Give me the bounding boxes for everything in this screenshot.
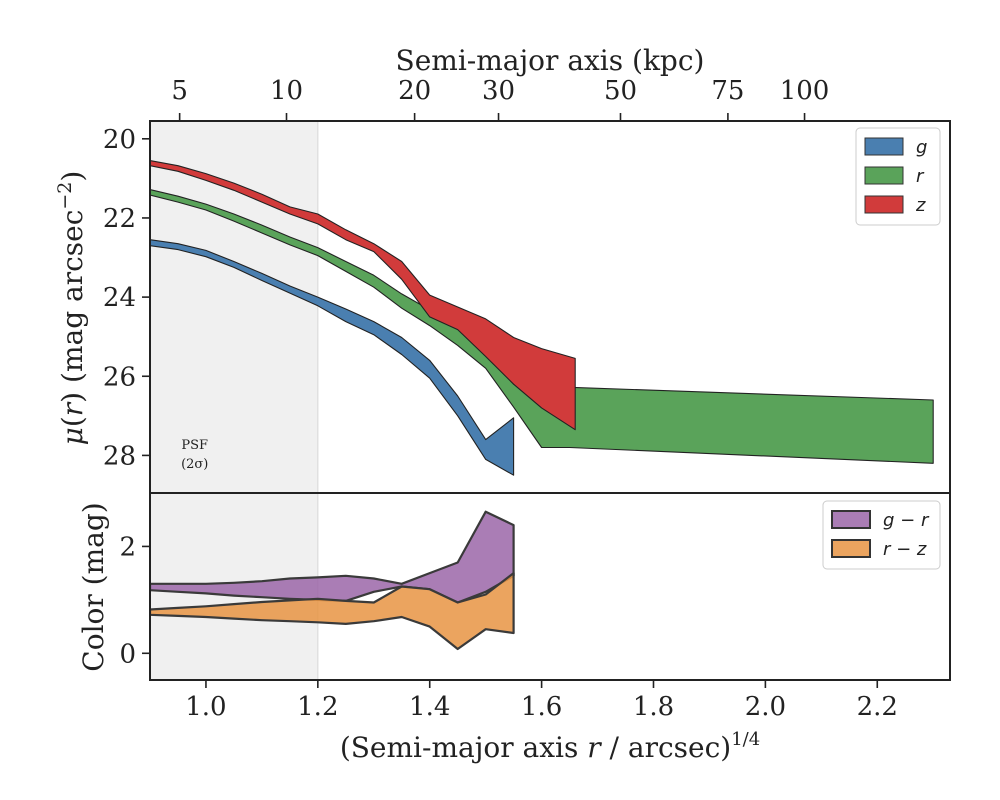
top-tick-label-50: 50 bbox=[604, 76, 637, 106]
top-tick-label-20: 20 bbox=[398, 76, 431, 106]
top-legend-swatch-1 bbox=[864, 166, 904, 185]
xlabel-post: / arcsec) bbox=[601, 731, 732, 764]
units-text: (mag arcsec bbox=[56, 210, 89, 392]
band-r bbox=[150, 188, 934, 464]
xlabel-pre: (Semi-major axis bbox=[340, 731, 587, 764]
top-tick-label-10: 10 bbox=[270, 76, 303, 106]
units-close: ) bbox=[56, 171, 89, 182]
top-legend-swatch-2 bbox=[864, 195, 904, 214]
bottom-y-axis-label: Color (mag) bbox=[77, 502, 110, 671]
y-tick-label-26: 26 bbox=[103, 362, 136, 392]
top-tick-label-100: 100 bbox=[780, 76, 830, 106]
x-tick-label-1.4: 1.4 bbox=[409, 692, 450, 722]
x-tick-label-1.8: 1.8 bbox=[633, 692, 674, 722]
x-tick-label-1.0: 1.0 bbox=[185, 692, 226, 722]
top-tick-label-75: 75 bbox=[711, 76, 744, 106]
bottom-panel-frame bbox=[149, 492, 951, 681]
top-legend-entry-2: z bbox=[915, 195, 926, 216]
bottom-x-axis-label: (Semi-major axis r / arcsec)1/4 bbox=[340, 729, 760, 764]
color-legend-swatch-1 bbox=[831, 539, 871, 558]
paren-close: ) bbox=[56, 392, 89, 403]
top-legend-swatch-0 bbox=[864, 137, 904, 156]
y-tick-label-28: 28 bbox=[103, 441, 136, 471]
y-tick-label-20: 20 bbox=[103, 125, 136, 155]
x-tick-label-1.6: 1.6 bbox=[521, 692, 562, 722]
color-y-tick-label-0: 0 bbox=[119, 639, 136, 669]
x-tick-label-2.0: 2.0 bbox=[745, 692, 786, 722]
color-legend-entry-0: g − r bbox=[883, 510, 930, 531]
bottom-panel-bands bbox=[150, 510, 515, 651]
paren-open: ( bbox=[56, 416, 89, 427]
top-panel-bands bbox=[150, 160, 934, 476]
x-tick-label-1.2: 1.2 bbox=[297, 692, 338, 722]
psf-sigma-label: (2σ) bbox=[181, 457, 208, 472]
y-tick-label-24: 24 bbox=[103, 283, 136, 313]
plot-layer: PSF (2σ) 20 22 24 26 28 5 10 20 30 50 75 100 0 2 1.0 1.2 1… bbox=[103, 76, 951, 722]
top-y-axis-label: μ(r) (mag arcsec−2) bbox=[54, 171, 89, 446]
units-exponent: −2 bbox=[54, 182, 76, 210]
color-legend-entry-1: r − z bbox=[883, 539, 927, 560]
top-legend-entry-1: r bbox=[916, 166, 925, 187]
psf-label: PSF bbox=[181, 438, 208, 453]
top-tick-label-30: 30 bbox=[482, 76, 515, 106]
r-symbol: r bbox=[56, 401, 89, 416]
xlabel-r: r bbox=[587, 731, 602, 764]
x-tick-label-2.2: 2.2 bbox=[857, 692, 898, 722]
band-z bbox=[150, 160, 576, 431]
band-g bbox=[150, 239, 515, 476]
mu-symbol: μ bbox=[56, 427, 89, 445]
top-axis-label: Semi-major axis (kpc) bbox=[396, 44, 705, 77]
color-y-tick-label-2: 2 bbox=[119, 532, 136, 562]
top-tick-label-5: 5 bbox=[171, 76, 188, 106]
color-legend-swatch-0 bbox=[831, 510, 871, 529]
y-tick-label-22: 22 bbox=[103, 204, 136, 234]
xlabel-exponent: 1/4 bbox=[731, 729, 760, 750]
top-legend-entry-0: g bbox=[916, 137, 927, 158]
color-band-r-z bbox=[150, 572, 515, 651]
